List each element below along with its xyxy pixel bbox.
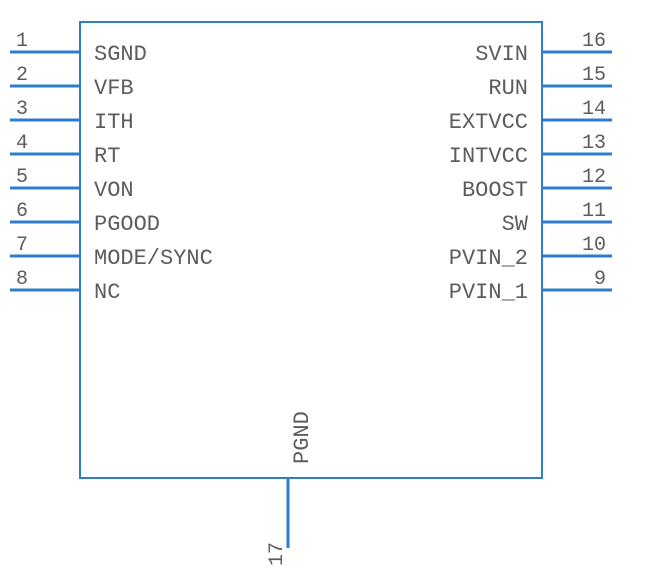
- pin-7-number: 7: [16, 234, 28, 257]
- pin-5-label: VON: [94, 178, 134, 203]
- pin-13-label: INTVCC: [449, 144, 528, 169]
- pin-12-label: BOOST: [462, 178, 528, 203]
- pin-2-label: VFB: [94, 76, 134, 101]
- pin-13-number: 13: [582, 132, 606, 155]
- pin-1-label: SGND: [94, 42, 147, 67]
- chip-pinout-diagram: 1SGND2VFB3ITH4RT5VON6PGOOD7MODE/SYNC8NC …: [0, 0, 648, 572]
- pin-14-number: 14: [582, 98, 606, 121]
- pin-14-label: EXTVCC: [449, 110, 528, 135]
- pin-7-label: MODE/SYNC: [94, 246, 213, 271]
- pin-4-number: 4: [16, 132, 28, 155]
- pin-1-number: 1: [16, 30, 28, 53]
- pin-6-label: PGOOD: [94, 212, 160, 237]
- pin-8-number: 8: [16, 268, 28, 291]
- pin-4-label: RT: [94, 144, 120, 169]
- pin-16-number: 16: [582, 30, 606, 53]
- pin-8-label: NC: [94, 280, 120, 305]
- pin-17-label: PGND: [290, 411, 315, 464]
- pin-17-number: 17: [266, 542, 289, 566]
- left-pins-group: 1 SGND 2 VFB 3 ITH 4 RT 5 VON 6 PGOOD 7 MODE/SYNC 8 NC: [10, 30, 213, 305]
- pin-11-number: 11: [582, 200, 606, 223]
- pin-10-label: PVIN_2: [449, 246, 528, 271]
- pin-10-number: 10: [582, 234, 606, 257]
- pin-5-number: 5: [16, 166, 28, 189]
- pin-15-number: 15: [582, 64, 606, 87]
- pin-3-label: ITH: [94, 110, 134, 135]
- pin-2-number: 2: [16, 64, 28, 87]
- right-pins-group: 16 SVIN 15 RUN 14 EXTVCC 13 INTVCC 12 BOOST 11 SW 10…: [449, 30, 612, 305]
- pin-16-label: SVIN: [475, 42, 528, 67]
- bottom-pin-group: PGND 17: [266, 411, 315, 566]
- pin-12-number: 12: [582, 166, 606, 189]
- pin-6-number: 6: [16, 200, 28, 223]
- pin-3-number: 3: [16, 98, 28, 121]
- pin-11-label: SW: [502, 212, 529, 237]
- pin-9-number: 9: [594, 268, 606, 291]
- pin-15-label: RUN: [488, 76, 528, 101]
- pin-9-label: PVIN_1: [449, 280, 528, 305]
